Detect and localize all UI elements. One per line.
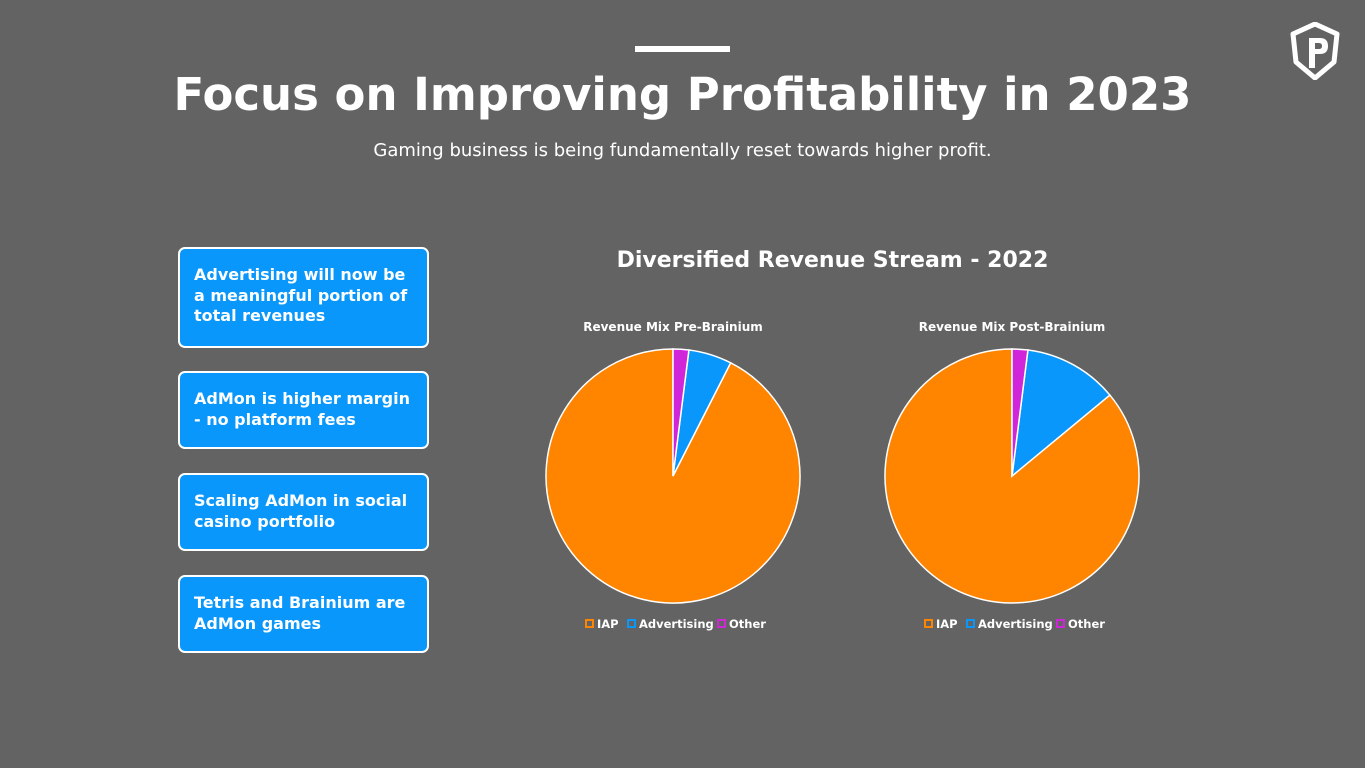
bullet-box-advertising: Advertising will now be a meaningful por… xyxy=(178,247,429,348)
pie-slice-other xyxy=(672,348,690,477)
legend-swatch-iap xyxy=(924,619,933,628)
legend-label-advertising: Advertising xyxy=(978,617,1053,631)
pie-chart-1: Revenue Mix Pre-Brainium IAP Advertising Ot… xyxy=(545,320,801,631)
pie-chart-2: Revenue Mix Post-Brainium IAP Advertising O… xyxy=(884,320,1140,631)
legend-label-other: Other xyxy=(729,617,766,631)
legend-label-other: Other xyxy=(1068,617,1105,631)
pie-slice-advertising xyxy=(1011,349,1111,478)
page-subtitle: Gaming business is being fundamentally r… xyxy=(373,140,992,161)
legend-swatch-other xyxy=(1056,619,1065,628)
bullet-box-scaling-admon: Scaling AdMon in social casino portfolio xyxy=(178,473,429,551)
shield-p-logo-icon xyxy=(1290,22,1340,80)
legend-label-advertising: Advertising xyxy=(639,617,714,631)
legend-swatch-advertising xyxy=(627,619,636,628)
pie-title: Revenue Mix Pre-Brainium xyxy=(583,320,763,334)
page-title: Focus on Improving Profitability in 2023 xyxy=(173,68,1192,121)
bullet-box-admon-margin: AdMon is higher margin - no platform fee… xyxy=(178,371,429,449)
legend-swatch-advertising xyxy=(966,619,975,628)
title-accent-bar xyxy=(635,46,730,52)
pie-title: Revenue Mix Post-Brainium xyxy=(919,320,1106,334)
legend-swatch-other xyxy=(717,619,726,628)
legend-label-iap: IAP xyxy=(597,617,619,631)
chart-section-title: Diversified Revenue Stream - 2022 xyxy=(616,248,1049,273)
pie-slice-other xyxy=(1011,348,1029,477)
legend-label-iap: IAP xyxy=(936,617,958,631)
legend-swatch-iap xyxy=(585,619,594,628)
bullet-box-tetris-brainium: Tetris and Brainium are AdMon games xyxy=(178,575,429,653)
